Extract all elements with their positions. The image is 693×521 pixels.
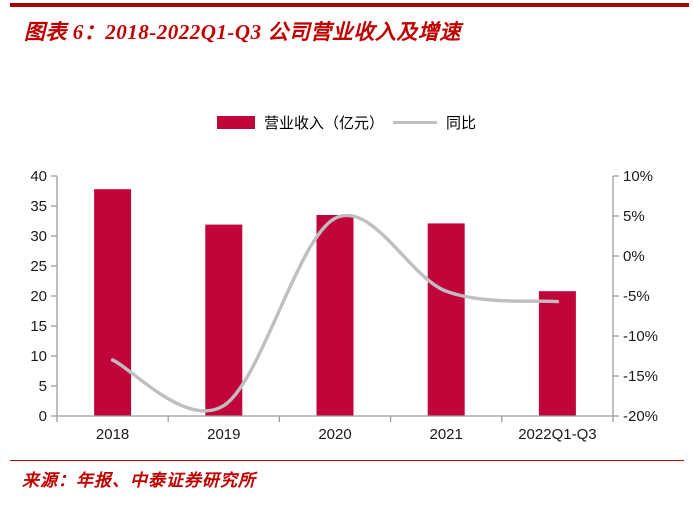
x-label-2018: 2018 (96, 426, 129, 443)
left-tick-label: 0 (39, 408, 47, 425)
x-label-2021: 2021 (430, 426, 463, 443)
left-tick-label: 25 (30, 258, 47, 275)
right-tick-label: -5% (623, 288, 650, 305)
left-tick-label: 5 (39, 378, 47, 395)
left-tick-label: 10 (30, 348, 47, 365)
legend: 营业收入（亿元） 同比 (0, 111, 693, 133)
bar-2019 (205, 224, 243, 416)
left-tick-label: 30 (30, 228, 47, 245)
x-label-2019: 2019 (207, 426, 240, 443)
right-tick-label: 10% (623, 168, 653, 185)
right-tick-label: -10% (623, 328, 658, 345)
right-tick-label: 5% (623, 208, 645, 225)
yoy-line (110, 213, 560, 413)
left-tick-label: 15 (30, 318, 47, 335)
left-tick-label: 35 (30, 198, 47, 215)
bar-2018 (94, 189, 132, 416)
bar-2020 (316, 215, 354, 416)
right-tick-label: -20% (623, 408, 658, 425)
x-label-2020: 2020 (318, 426, 351, 443)
legend-label-yoy: 同比 (446, 115, 477, 132)
left-tick-label: 40 (30, 168, 47, 185)
legend-line-yoy-icon (393, 120, 437, 124)
footer-divider (10, 460, 684, 461)
right-tick-label: -15% (623, 368, 658, 385)
x-label-2022Q1-Q3: 2022Q1-Q3 (518, 426, 596, 443)
left-tick-label: 20 (30, 288, 47, 305)
right-tick-label: 0% (623, 248, 645, 265)
source-note: 来源：年报、中泰证券研究所 (22, 471, 256, 490)
legend-label-revenue: 营业收入（亿元） (263, 115, 384, 132)
chart-canvas: 0 5 10 15 20 25 30 35 40 10% 5% 0% -5% -10% -15% -20% 20… (30, 168, 658, 443)
chart-title: 图表 6：2018-2022Q1-Q3 公司营业收入及增速 (24, 20, 461, 44)
legend-swatch-revenue-icon (216, 115, 255, 129)
bar-2021 (427, 223, 465, 416)
bar-2022Q1-Q3 (538, 291, 576, 416)
top-rule (10, 3, 689, 7)
